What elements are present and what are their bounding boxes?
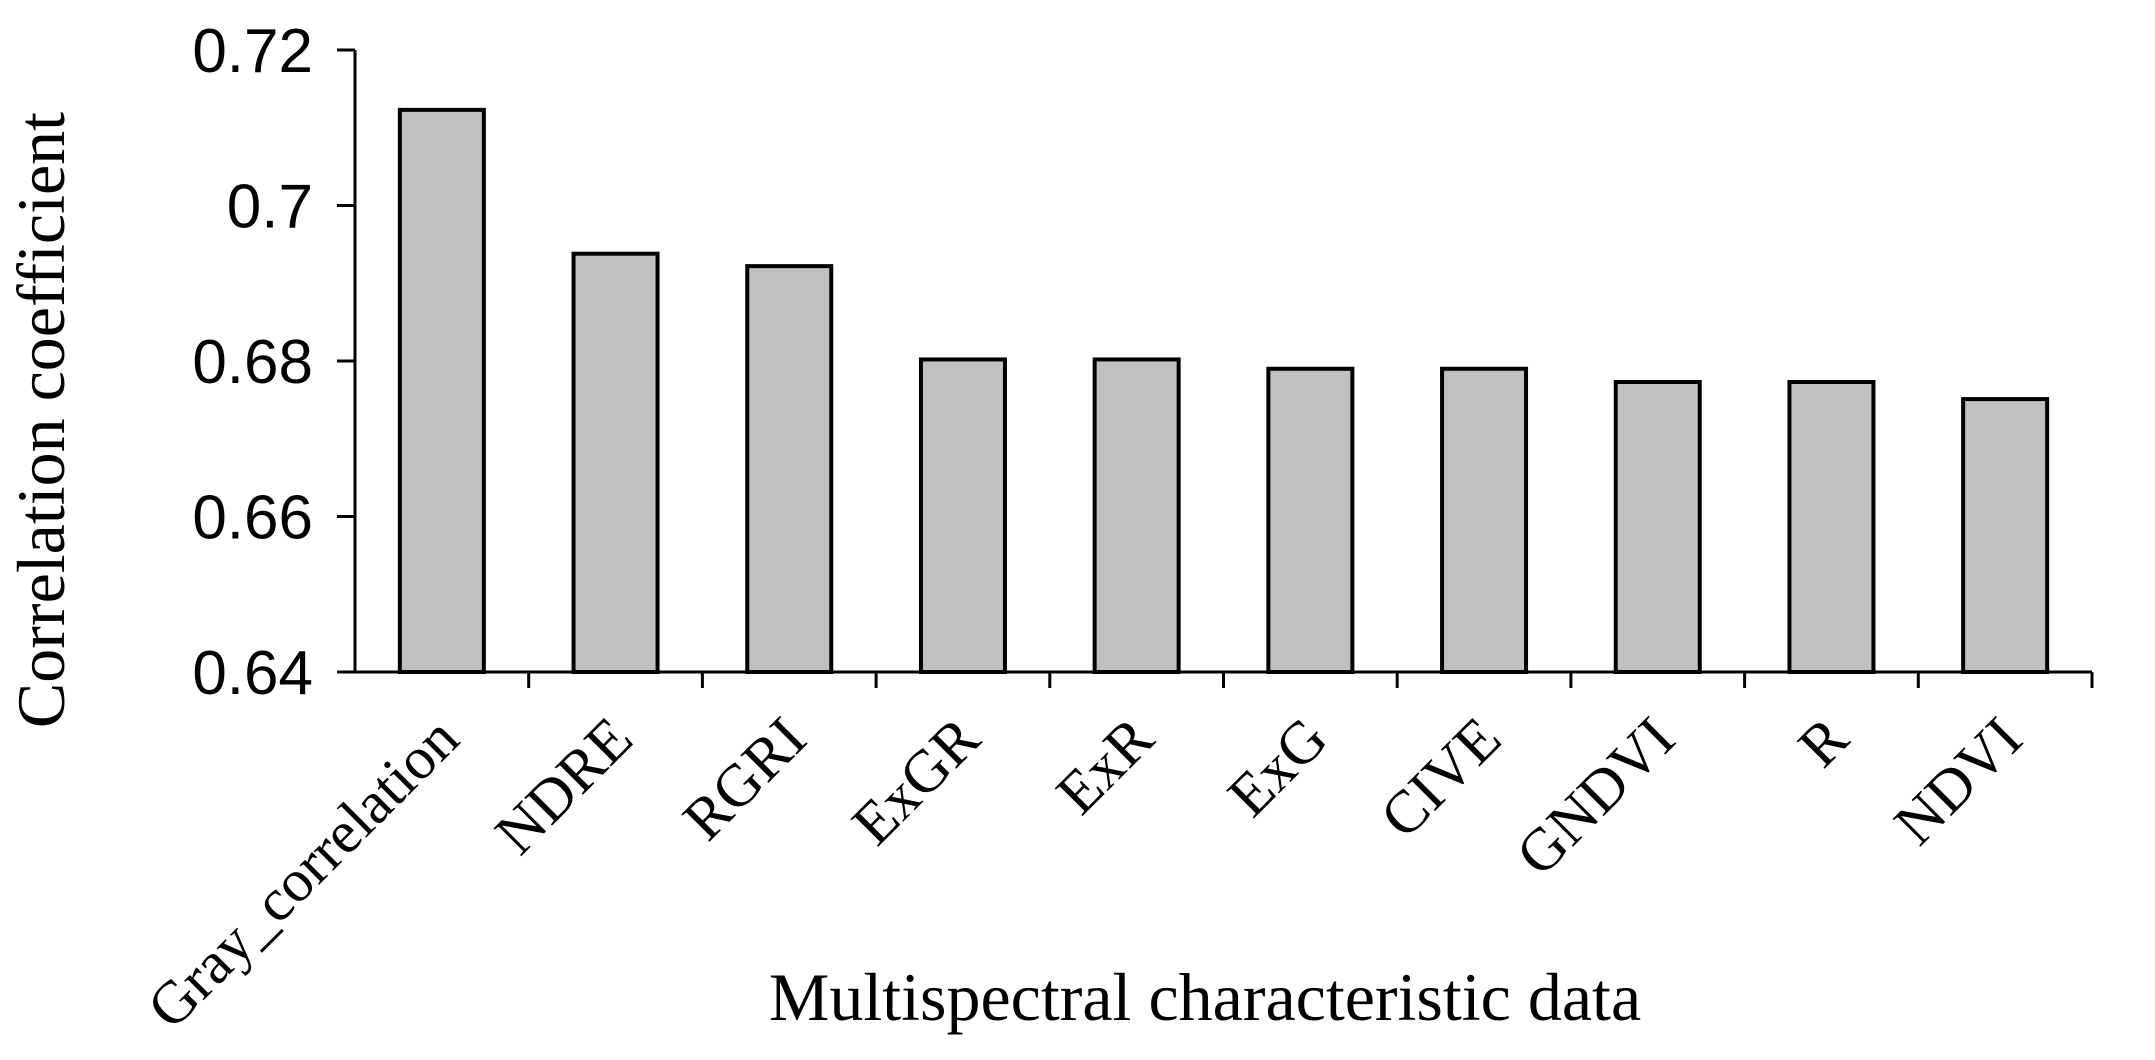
y-tick-label: 0.68 bbox=[192, 328, 313, 397]
x-category-label: R bbox=[1786, 705, 1861, 780]
y-tick-label: 0.66 bbox=[192, 484, 313, 553]
bar-gndvi bbox=[1613, 379, 1702, 674]
x-axis-title: Multispectral characteristic data bbox=[769, 959, 1641, 1035]
bar-ndre bbox=[571, 251, 660, 675]
x-category-label: NDRE bbox=[483, 705, 645, 867]
y-tick-label: 0.7 bbox=[227, 173, 313, 242]
x-ticks bbox=[527, 672, 2094, 688]
x-category-label: CIVE bbox=[1368, 705, 1514, 851]
x-category-label: ExG bbox=[1215, 705, 1339, 829]
x-category-label: RGRI bbox=[670, 705, 818, 853]
bar-rgri bbox=[745, 264, 834, 674]
bar-r bbox=[1787, 379, 1876, 674]
bar-exg bbox=[1266, 366, 1355, 674]
x-category-label: ExGR bbox=[839, 705, 992, 858]
bar-exgr bbox=[918, 357, 1007, 674]
x-category-label: GNDVI bbox=[1504, 705, 1687, 888]
y-ticks: 0.64 0.66 0.68 0.7 0.72 bbox=[192, 17, 355, 708]
y-tick-label: 0.72 bbox=[192, 17, 313, 86]
x-category-label: ExR bbox=[1044, 705, 1166, 827]
y-axis-title: Correlation coefficient bbox=[3, 112, 79, 728]
bar-ndvi bbox=[1961, 397, 2050, 674]
bar-gray-correlation bbox=[397, 107, 486, 675]
bar-cive bbox=[1440, 366, 1529, 674]
bar-exr bbox=[1092, 357, 1181, 674]
x-category-label: Gray_correlation bbox=[135, 705, 471, 1041]
y-tick-label: 0.64 bbox=[192, 639, 313, 708]
x-category-label: NDVI bbox=[1882, 705, 2035, 858]
bars bbox=[397, 107, 2050, 675]
